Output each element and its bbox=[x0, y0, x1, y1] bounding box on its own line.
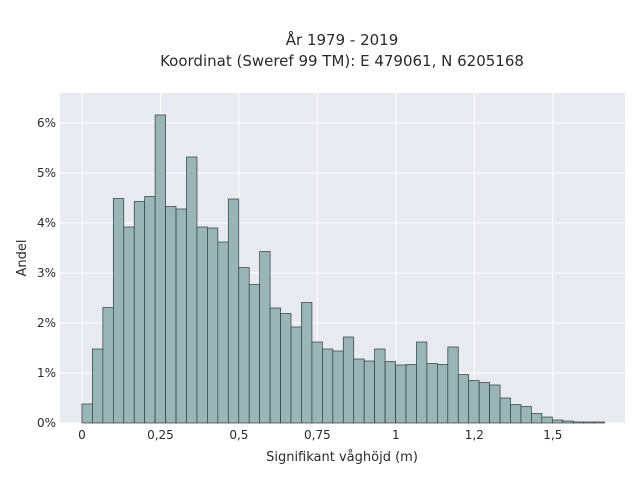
histogram-bar bbox=[102, 307, 114, 424]
y-tick-label: 3% bbox=[37, 266, 56, 280]
x-axis-label: Signifikant våghöjd (m) bbox=[266, 450, 418, 465]
histogram-bar bbox=[531, 413, 543, 424]
y-tick-label: 1% bbox=[37, 366, 56, 380]
histogram-bar bbox=[92, 348, 104, 424]
x-tick-label: 1,5 bbox=[543, 428, 562, 442]
chart-subtitle: Koordinat (Sweref 99 TM): E 479061, N 62… bbox=[160, 52, 524, 70]
histogram-bar bbox=[437, 364, 449, 424]
histogram-bar bbox=[133, 201, 146, 424]
histogram-bar bbox=[572, 421, 585, 424]
histogram-bar bbox=[551, 419, 564, 424]
y-tick-label: 6% bbox=[37, 116, 56, 130]
x-tick-label: 0 bbox=[78, 428, 86, 442]
histogram-bar bbox=[478, 382, 490, 424]
histogram-bar bbox=[363, 360, 375, 424]
x-tick-label: 1,2 bbox=[465, 428, 484, 442]
histogram-bar bbox=[405, 364, 417, 424]
histogram-bar bbox=[269, 307, 281, 424]
histogram-bar bbox=[541, 416, 553, 424]
histogram-bar bbox=[290, 326, 302, 424]
histogram-bar bbox=[499, 397, 511, 424]
histogram-bar bbox=[207, 227, 219, 424]
histogram-bar bbox=[416, 341, 428, 424]
chart-title: År 1979 - 2019 bbox=[286, 30, 399, 49]
y-tick-label: 5% bbox=[37, 166, 56, 180]
histogram-bar bbox=[248, 284, 261, 424]
histogram-bar bbox=[332, 350, 344, 424]
histogram-bar bbox=[562, 420, 574, 424]
histogram-bar bbox=[123, 226, 135, 424]
histogram-bar bbox=[154, 114, 166, 424]
y-tick-label: 0% bbox=[37, 416, 56, 430]
plot-area: 0% 1% 2% 3% 4% 5% 6% 0 0,25 0,5 0,75 1 1,2 1,5 bbox=[37, 93, 625, 442]
histogram-bar bbox=[175, 208, 187, 424]
y-tick-label: 2% bbox=[37, 316, 56, 330]
histogram-bar bbox=[593, 421, 605, 424]
histogram-bar bbox=[342, 336, 355, 424]
histogram-bar bbox=[457, 374, 470, 424]
histogram-bar bbox=[186, 156, 198, 424]
x-tick-label: 0,25 bbox=[147, 428, 174, 442]
histogram-bar bbox=[311, 341, 323, 424]
histogram-bar bbox=[520, 406, 532, 424]
histogram-bar bbox=[510, 404, 522, 424]
histogram-bar bbox=[426, 363, 438, 424]
histogram-bar bbox=[322, 348, 334, 424]
y-tick-label: 4% bbox=[37, 216, 56, 230]
histogram-bar bbox=[353, 358, 365, 424]
histogram-bar bbox=[583, 421, 595, 424]
histogram-bar bbox=[217, 241, 229, 424]
histogram-bar bbox=[395, 364, 407, 424]
histogram-bar bbox=[489, 384, 501, 424]
histogram-bar bbox=[447, 346, 459, 424]
histogram-bar bbox=[144, 196, 156, 424]
y-axis-label: Andel bbox=[15, 240, 30, 277]
histogram-bar bbox=[280, 313, 292, 424]
x-tick-label: 1 bbox=[392, 428, 400, 442]
x-tick-label: 0,75 bbox=[304, 428, 331, 442]
histogram-bar bbox=[165, 206, 177, 424]
histogram-bar bbox=[374, 348, 386, 424]
x-tick-label: 0,5 bbox=[229, 428, 248, 442]
histogram-bar bbox=[259, 251, 271, 424]
histogram-bar bbox=[384, 361, 396, 424]
histogram-bar bbox=[81, 403, 93, 424]
histogram-bar bbox=[112, 198, 125, 424]
histogram-bar bbox=[196, 226, 208, 424]
histogram-bar bbox=[227, 198, 240, 424]
histogram-bar bbox=[468, 380, 480, 424]
histogram-bar bbox=[301, 302, 313, 424]
histogram-bar bbox=[238, 267, 250, 424]
